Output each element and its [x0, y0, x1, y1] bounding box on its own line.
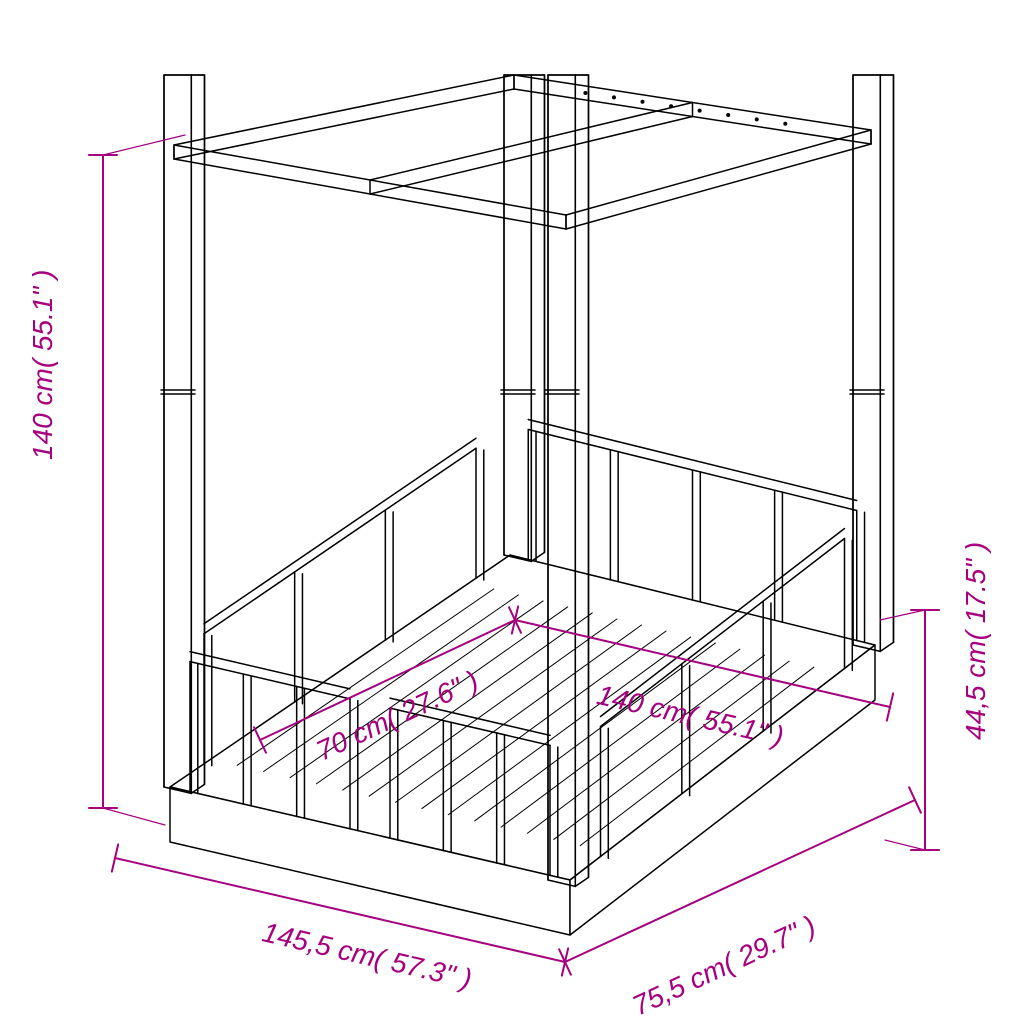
drawing-svg: [0, 0, 1024, 1024]
diagram-canvas: 140 cm( 55.1" )44,5 cm( 17.5" )145,5 cm(…: [0, 0, 1024, 1024]
